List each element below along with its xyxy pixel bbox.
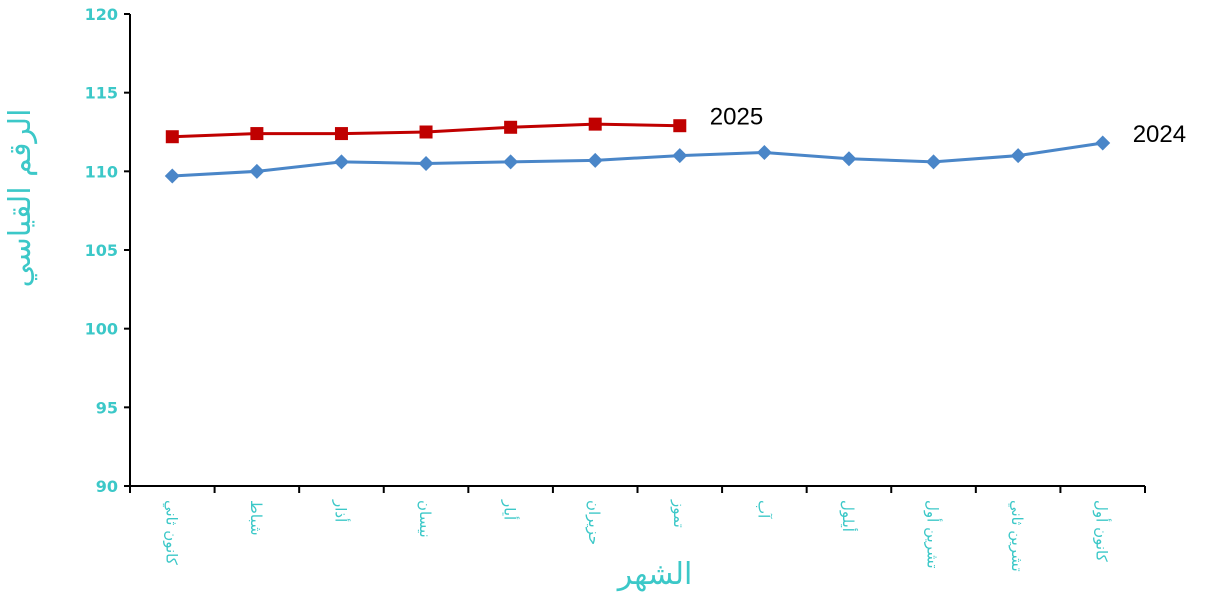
data-point [250,127,264,141]
x-tick-label: آب [754,500,772,519]
data-point [756,144,772,160]
x-tick-label: حزيران [585,500,603,545]
data-point [841,151,857,167]
x-axis-title: الشهر [616,557,693,592]
y-tick-label: 105 [85,241,118,260]
series-label: 2025 [710,104,763,131]
series-label: 2024 [1133,121,1186,148]
y-tick-label: 90 [96,477,118,496]
x-tick-label: تموز [670,499,688,528]
y-tick-label: 95 [96,398,118,417]
data-point [165,130,179,144]
data-point [164,168,180,184]
y-tick-label: 110 [85,162,118,181]
y-tick-label: 120 [85,5,118,24]
data-point [249,163,265,179]
x-tick-label: نيسان [416,500,434,538]
data-point [419,125,433,139]
x-tick-label: أذار [331,499,350,522]
x-tick-label: تشرين أول [924,500,943,569]
data-point [588,117,602,131]
x-tick-label: تشرين ثاني [1007,500,1026,572]
x-tick-label: شباط [247,500,265,536]
data-point [587,152,603,168]
y-tick-label: 115 [85,84,118,103]
x-axis-ticks: كانون ثاني شباط أذار نيسان أيار حزيران تموز آب أ… [129,486,1146,572]
data-point [672,148,688,164]
x-tick-label: كانون أول [1093,500,1112,563]
data-point [1095,135,1111,151]
series-line [172,141,1103,178]
y-axis-title: الرقم القياسي [3,109,38,288]
data-point [503,154,519,170]
series-layer: 2024 2025 [164,104,1186,184]
y-axis-ticks: 90 95 100 105 110 115 120 [85,5,130,496]
data-point [334,127,348,141]
y-tick-label: 100 [85,320,118,339]
x-tick-label: أيلول [839,500,858,532]
data-point [673,119,687,133]
data-point [504,120,518,134]
data-point [333,154,349,170]
data-point [926,154,942,170]
series-2025: 2025 [165,104,763,144]
axes [129,14,1145,487]
data-point [1010,148,1026,164]
data-point [418,155,434,171]
x-tick-label: كانون ثاني [161,500,180,566]
x-tick-label: أيار [501,499,520,520]
series-2024: 2024 [164,121,1186,184]
